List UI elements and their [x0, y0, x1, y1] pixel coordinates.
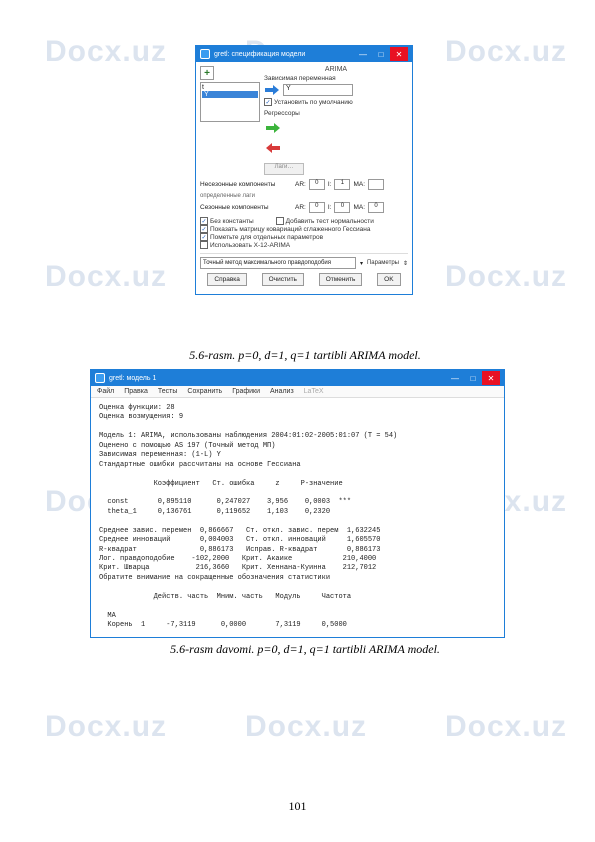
maximize-button[interactable]: □	[464, 371, 482, 385]
app-icon	[200, 49, 210, 59]
ma-s-input[interactable]: 0	[368, 202, 384, 213]
clear-button[interactable]: Очистить	[262, 273, 304, 286]
watermark: Docx.uz	[45, 710, 167, 744]
window-title: gretl: модель 1	[109, 375, 446, 382]
maximize-button[interactable]: □	[372, 47, 390, 61]
watermark: Docx.uz	[245, 710, 367, 744]
menu-graphs[interactable]: Графики	[232, 388, 260, 395]
close-button[interactable]: ✕	[390, 47, 408, 61]
titlebar: gretl: спецификация модели — □ ✕	[196, 46, 412, 62]
normality-label: Добавить тест нормальности	[286, 218, 374, 225]
tag-checkbox[interactable]: ✓	[200, 233, 208, 241]
minimize-button[interactable]: —	[446, 371, 464, 385]
list-item[interactable]: Y	[202, 91, 258, 98]
ar-input[interactable]: 0	[309, 179, 325, 190]
watermark: Docx.uz	[445, 260, 567, 294]
model-output-window: gretl: модель 1 — □ ✕ Файл Правка Тесты …	[90, 369, 505, 638]
params-spinner-icon[interactable]: ⇕	[403, 260, 408, 267]
params-label: Параметры	[367, 260, 399, 266]
const-checkbox[interactable]: ✓	[200, 217, 208, 225]
watermark: Docx.uz	[445, 35, 567, 69]
tag-label: Пометьте для отдельных параметров	[210, 234, 323, 241]
method-select[interactable]: Точный метод максимального правдоподобия	[200, 257, 356, 269]
x12-label: Использовать X-12-ARIMA	[210, 242, 290, 249]
menu-analysis[interactable]: Анализ	[270, 388, 294, 395]
variable-list[interactable]: t Y	[200, 82, 260, 122]
i-s-label: I:	[328, 204, 332, 211]
seasonal-label: Сезонные компоненты	[200, 204, 292, 211]
arima-heading: ARIMA	[264, 66, 408, 73]
app-icon	[95, 373, 105, 383]
ma-s-label: MA:	[353, 204, 365, 211]
figure-caption-1: 5.6-rasm. p=0, d=1, q=1 tartibli ARIMA m…	[155, 348, 455, 363]
model-spec-dialog: gretl: спецификация модели — □ ✕ + t Y A…	[195, 45, 413, 295]
menu-edit[interactable]: Правка	[124, 388, 148, 395]
show-cov-checkbox[interactable]: ✓	[200, 225, 208, 233]
watermark: Docx.uz	[445, 710, 567, 744]
menu-file[interactable]: Файл	[97, 388, 114, 395]
cancel-button[interactable]: Отменить	[319, 273, 363, 286]
lags-button[interactable]: Лаги…	[264, 163, 304, 175]
watermark: Docx.uz	[45, 35, 167, 69]
nonseasonal-label: Несезонные компоненты	[200, 181, 292, 188]
ar-s-input[interactable]: 0	[309, 202, 325, 213]
watermark: Docx.uz	[45, 260, 167, 294]
titlebar: gretl: модель 1 — □ ✕	[91, 370, 504, 386]
default-checkbox[interactable]: ✓	[264, 98, 272, 106]
close-button[interactable]: ✕	[482, 371, 500, 385]
page-number: 101	[0, 799, 595, 814]
ma-input[interactable]	[368, 179, 384, 190]
menu-tests[interactable]: Тесты	[158, 388, 178, 395]
ma-label: MA:	[353, 181, 365, 188]
default-checkbox-label: Установить по умолчанию	[274, 99, 353, 106]
x12-checkbox[interactable]	[200, 241, 208, 249]
i-input[interactable]: 1	[334, 179, 350, 190]
figure-caption-2: 5.6-rasm davomi. p=0, d=1, q=1 tartibli …	[140, 642, 470, 657]
normality-checkbox[interactable]	[276, 217, 284, 225]
regressors-label: Регрессоры	[264, 110, 408, 117]
dependent-var-label: Зависимая переменная	[264, 75, 408, 82]
remove-regressor-icon[interactable]	[264, 141, 282, 155]
ar-s-label: AR:	[295, 204, 306, 211]
model-output-text: Оценка функции: 28 Оценка возмущения: 9 …	[91, 398, 504, 637]
window-title: gretl: спецификация модели	[214, 51, 354, 58]
minimize-button[interactable]: —	[354, 47, 372, 61]
menu-bar: Файл Правка Тесты Сохранить Графики Анал…	[91, 386, 504, 398]
help-button[interactable]: Справка	[207, 273, 247, 286]
list-item[interactable]: t	[202, 84, 258, 91]
show-cov-label: Показать матрицу ковариаций сглаженного …	[210, 226, 371, 233]
const-label: Без константы	[210, 218, 254, 225]
add-regressor-icon[interactable]	[264, 121, 282, 135]
dropdown-icon[interactable]: ▾	[360, 260, 363, 267]
menu-latex[interactable]: LaTeX	[304, 388, 324, 395]
dependent-var-input[interactable]: Y	[283, 84, 353, 96]
i-s-input[interactable]: 0	[334, 202, 350, 213]
ok-button[interactable]: OK	[377, 273, 400, 286]
add-button[interactable]: +	[200, 66, 214, 80]
specific-lags-label: определенные лаги	[200, 193, 255, 199]
assign-arrow-icon[interactable]	[264, 84, 280, 96]
ar-label: AR:	[295, 181, 306, 188]
i-label: I:	[328, 181, 332, 188]
menu-save[interactable]: Сохранить	[187, 388, 222, 395]
